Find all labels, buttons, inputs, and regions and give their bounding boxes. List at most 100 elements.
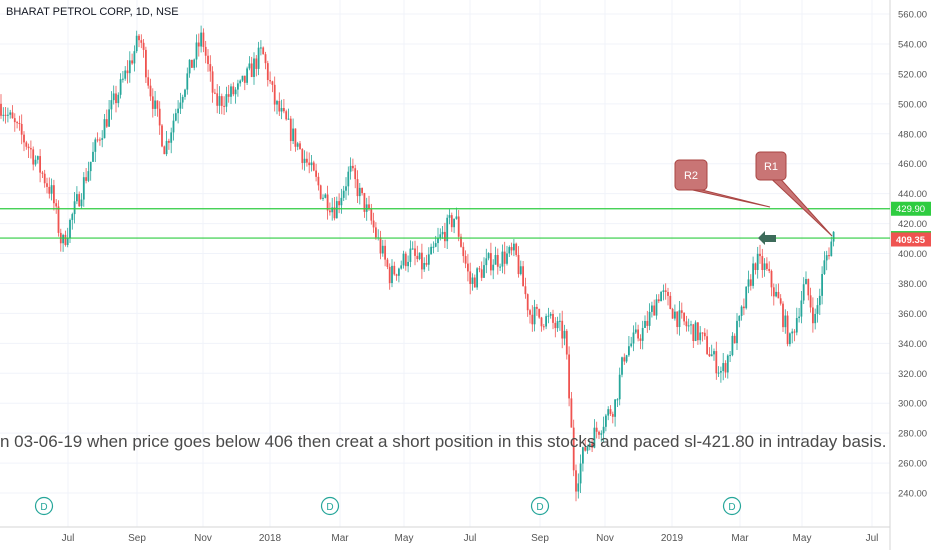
candle-body (621, 357, 623, 375)
candle-body (736, 320, 738, 344)
x-tick-label: May (395, 533, 414, 544)
candle-body (729, 355, 731, 357)
candle-body (628, 346, 630, 356)
x-tick-label: 2019 (661, 533, 684, 544)
candle-body (131, 60, 133, 64)
y-tick-label: 480.00 (898, 129, 927, 140)
y-tick-label: 460.00 (898, 159, 927, 170)
candle-body (200, 32, 202, 47)
candle-body (579, 463, 582, 484)
candle-body (133, 51, 136, 64)
candle-body (294, 128, 297, 147)
candle-body (317, 176, 320, 186)
candle-body (614, 399, 616, 417)
candle-body (345, 186, 347, 191)
candle-body (262, 47, 265, 55)
candle-body (713, 351, 715, 355)
candle-body (179, 102, 182, 109)
annotation-r2-box (674, 159, 708, 191)
candle-body (529, 310, 531, 315)
candle-body (460, 236, 462, 247)
candle-body (830, 241, 833, 257)
candle-body (99, 139, 101, 141)
candle-body (448, 215, 451, 218)
annotation-r2-label: R2 (684, 170, 698, 182)
candle-body (16, 122, 18, 124)
candle-body (147, 77, 150, 86)
candle-body (241, 75, 244, 81)
candle-body (158, 108, 161, 126)
candle-body (478, 268, 481, 270)
dividend-marker (530, 496, 550, 516)
candle-body (816, 305, 819, 314)
candle-body (731, 335, 734, 356)
candle-body (303, 158, 306, 163)
candle-body (554, 322, 557, 329)
candle-body (87, 171, 90, 181)
candle-body (253, 58, 255, 77)
candle-body (745, 286, 748, 309)
candle-body (513, 243, 515, 251)
candle-body (36, 156, 39, 160)
candle-body (777, 291, 780, 299)
candle-body (354, 168, 357, 180)
candle-body (188, 59, 191, 74)
candle-body (280, 107, 283, 112)
y-tick-label: 280.00 (898, 429, 927, 440)
candle-body (503, 251, 506, 264)
candle-body (692, 324, 695, 341)
candle-body (430, 246, 432, 255)
candle-body (717, 372, 720, 374)
candle-body (722, 363, 725, 372)
candle-body (34, 159, 37, 165)
candle-body (209, 64, 212, 72)
candle-body (441, 231, 444, 235)
candle-body (687, 325, 690, 327)
annotation-r1-box (755, 151, 787, 181)
candle-body (496, 254, 499, 267)
candle-body (434, 243, 437, 247)
y-tick-label: 380.00 (898, 279, 927, 290)
candle-body (273, 84, 276, 105)
candle-body (80, 199, 83, 207)
candle-body (211, 71, 214, 93)
candle-body (674, 311, 676, 319)
candle-body (667, 291, 669, 296)
candle-body (450, 215, 453, 228)
candle-body (62, 234, 64, 244)
candle-body (501, 251, 504, 267)
candle-body (257, 47, 260, 69)
candle-body (283, 107, 285, 112)
candle-body (195, 42, 198, 60)
candle-body (391, 265, 393, 284)
candle-body (89, 161, 92, 172)
candle-body (379, 237, 382, 254)
candle-body (432, 246, 435, 248)
y-tick-label: 340.00 (898, 339, 927, 350)
dividend-marker (320, 496, 340, 516)
candle-body (821, 274, 823, 296)
candle-body (151, 96, 154, 109)
candle-body (770, 270, 773, 288)
candle-body (115, 93, 117, 104)
candle-body (738, 315, 741, 321)
candle-body (457, 216, 460, 237)
candle-body (542, 326, 545, 328)
candle-body (455, 216, 458, 219)
candle-body (480, 269, 483, 278)
candle-body (446, 217, 449, 242)
candle-body (701, 332, 704, 334)
candle-body (471, 277, 474, 285)
candle-body (540, 317, 543, 327)
candle-body (365, 204, 368, 212)
candle-body (71, 214, 74, 220)
candle-body (322, 197, 324, 199)
candle-body (611, 413, 614, 417)
y-tick-label: 420.00 (898, 219, 927, 230)
candle-body (427, 254, 430, 265)
candle-body (402, 253, 405, 266)
dividend-marker-label: D (536, 502, 543, 513)
candle-body (563, 330, 566, 339)
candle-body (324, 194, 327, 198)
